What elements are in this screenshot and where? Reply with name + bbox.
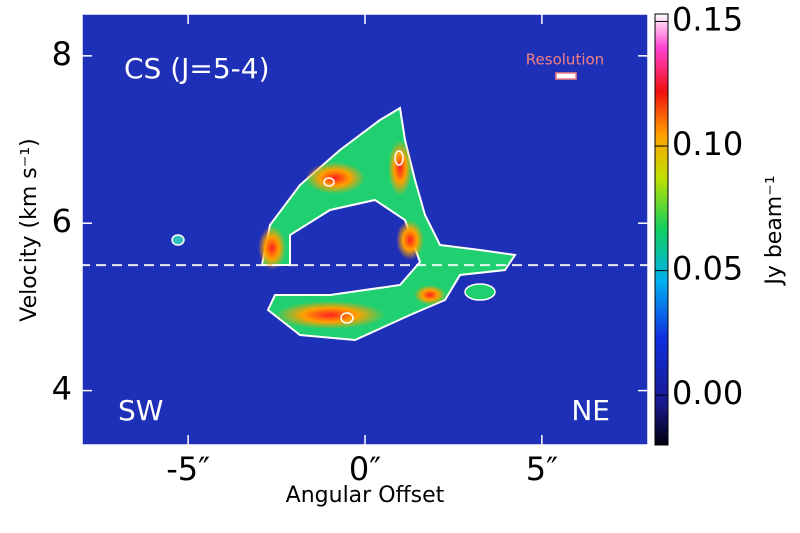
colorbar-tick-label: 0.15: [672, 0, 743, 38]
emission: [305, 162, 365, 194]
contour: [340, 312, 354, 324]
y-tick-label: 6: [52, 202, 72, 240]
x-tick-label: 5″: [526, 450, 558, 488]
y-tick-label: 8: [52, 35, 72, 73]
colorbar-tick-label: 0.00: [672, 374, 743, 412]
annotation: NE: [571, 394, 610, 427]
emission: [464, 283, 496, 301]
contour: [323, 177, 335, 187]
emission: [171, 234, 185, 246]
y-tick-label: 4: [52, 370, 72, 408]
beam: [555, 72, 577, 80]
colorbar-tick-label: 0.10: [672, 125, 743, 163]
colorbar-label: Jy beam⁻¹: [762, 175, 787, 286]
contour: [394, 150, 404, 166]
emission: [388, 140, 412, 196]
x-axis-label: Angular Offset: [286, 483, 445, 508]
emission: [414, 285, 446, 305]
emission: [396, 220, 424, 260]
emission: [258, 226, 286, 270]
title: CS (J=5-4): [124, 52, 270, 85]
emission: [275, 301, 385, 329]
background: [82, 14, 648, 445]
colorbar: [654, 13, 669, 446]
beam-label: Resolution: [526, 51, 604, 69]
y-axis-label: Velocity (km s⁻¹): [17, 138, 42, 322]
plot-area: CS (J=5-4) Resolution SW NE: [81, 13, 649, 446]
x-tick-label: 0″: [349, 450, 381, 488]
colorbar-tick-label: 0.05: [672, 250, 743, 288]
annotation: SW: [118, 394, 163, 427]
x-tick-label: -5″: [166, 450, 210, 488]
